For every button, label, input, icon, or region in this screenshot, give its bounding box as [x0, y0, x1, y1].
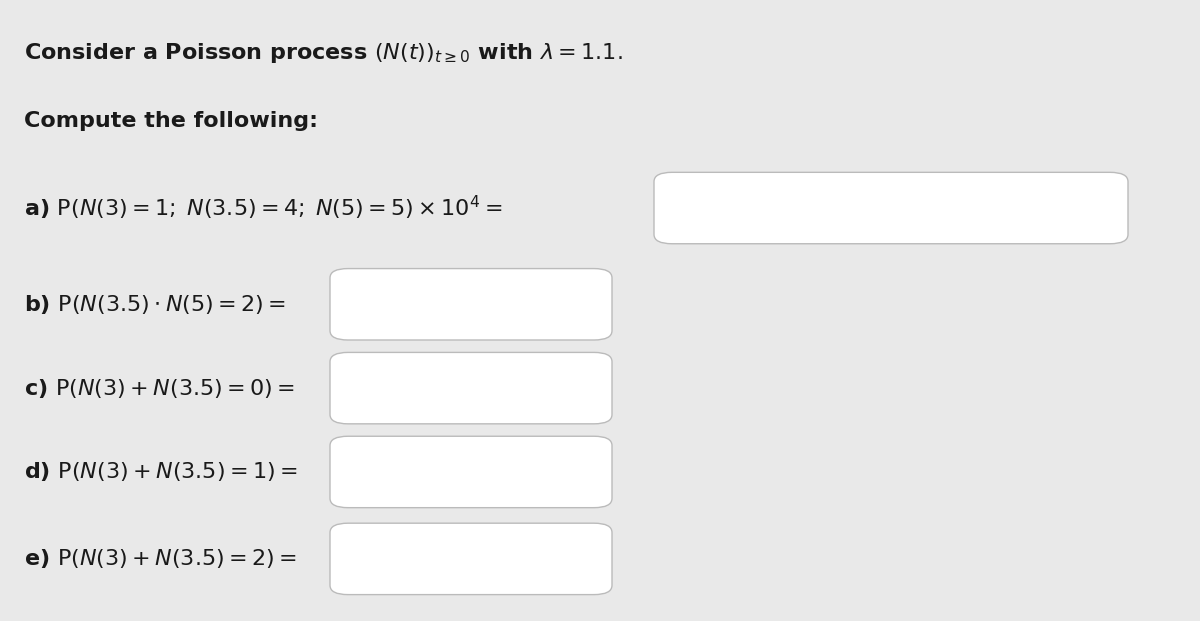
FancyBboxPatch shape — [330, 353, 612, 424]
FancyBboxPatch shape — [330, 523, 612, 595]
FancyBboxPatch shape — [330, 436, 612, 508]
Text: Compute the following:: Compute the following: — [24, 111, 318, 131]
Text: b) $\mathrm{P}(N(3.5) \cdot N(5) = 2) =$: b) $\mathrm{P}(N(3.5) \cdot N(5) = 2) =$ — [24, 292, 286, 316]
Text: a) $\mathrm{P}(N(3) = 1;\; N(3.5) = 4;\; N(5) = 5) \times 10^4 =$: a) $\mathrm{P}(N(3) = 1;\; N(3.5) = 4;\;… — [24, 194, 503, 222]
Text: Consider a Poisson process $(N(t))_{t\geq0}$ with $\lambda = 1.1.$: Consider a Poisson process $(N(t))_{t\ge… — [24, 41, 623, 65]
Text: e) $\mathrm{P}(N(3) + N(3.5) = 2) =$: e) $\mathrm{P}(N(3) + N(3.5) = 2) =$ — [24, 547, 296, 571]
FancyBboxPatch shape — [330, 268, 612, 340]
Text: c) $\mathrm{P}(N(3) + N(3.5) = 0) =$: c) $\mathrm{P}(N(3) + N(3.5) = 0) =$ — [24, 376, 295, 400]
FancyBboxPatch shape — [654, 172, 1128, 243]
Text: d) $\mathrm{P}(N(3) + N(3.5) = 1) =$: d) $\mathrm{P}(N(3) + N(3.5) = 1) =$ — [24, 460, 298, 484]
